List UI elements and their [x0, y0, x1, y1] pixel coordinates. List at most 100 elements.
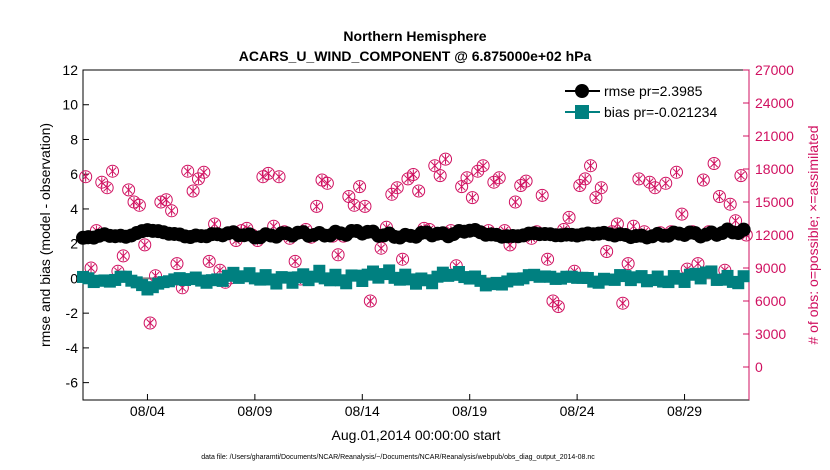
obs-possible-point: [181, 164, 195, 178]
obs-assimilated-point: [591, 192, 600, 203]
obs-assimilated-point: [81, 171, 90, 182]
obs-possible-point: [616, 296, 630, 310]
obs-assimilated-point: [672, 167, 681, 178]
obs-possible-point: [573, 179, 587, 192]
obs-possible-point: [79, 170, 93, 184]
obs-assimilated-point: [699, 175, 708, 185]
bias-point: [737, 270, 750, 283]
obs-assimilated-point: [366, 296, 375, 306]
obs-possible-point: [154, 195, 168, 209]
obs-possible-point: [707, 157, 721, 170]
obs-assimilated-point: [398, 254, 407, 265]
obs-possible-point: [433, 169, 447, 183]
y-tick-label: 0: [70, 270, 78, 286]
x-tick-label: 08/04: [130, 403, 165, 419]
obs-possible-point: [159, 193, 173, 207]
obs-assimilated-point: [355, 181, 364, 192]
obs-possible-point: [594, 181, 608, 195]
obs-possible-point: [170, 257, 184, 271]
obs-assimilated-point: [586, 160, 595, 171]
y-tick-label: 6: [70, 166, 78, 182]
x-axis: 08/04 08/09 08/14 08/19 08/24 08/29: [130, 394, 702, 419]
y2-tick-label: 15000: [755, 194, 794, 210]
obs-assimilated-point: [173, 258, 181, 269]
obs-assimilated-point: [430, 160, 439, 171]
obs-possible-point: [358, 199, 372, 213]
obs-assimilated-point: [162, 194, 171, 205]
x-tick-label: 08/14: [345, 403, 380, 419]
obs-assimilated-point: [441, 154, 450, 165]
obs-possible-point: [347, 198, 361, 212]
y-tick-label: -4: [66, 340, 79, 356]
obs-assimilated-point: [275, 171, 283, 182]
obs-assimilated-point: [538, 190, 547, 201]
y2-axis-label: # of obs: o=possible; ×=assimilated: [805, 125, 821, 344]
y-tick-label: 10: [62, 97, 78, 113]
obs-assimilated-point: [361, 201, 369, 212]
y2-tick-label: 24000: [755, 95, 794, 111]
legend-rmse-marker: [575, 84, 589, 98]
obs-assimilated-point: [468, 192, 477, 203]
obs-possible-point: [669, 165, 683, 179]
obs-assimilated-point: [613, 219, 622, 229]
obs-possible-point: [439, 152, 453, 166]
obs-assimilated-point: [479, 160, 488, 171]
y2-tick-label: 6000: [755, 293, 786, 309]
obs-possible-point: [476, 159, 490, 173]
obs-assimilated-point: [377, 243, 386, 254]
obs-assimilated-point: [344, 191, 353, 202]
obs-possible-point: [584, 159, 598, 173]
obs-possible-point: [465, 191, 479, 205]
obs-assimilated-point: [581, 173, 590, 184]
obs-possible-point: [492, 171, 506, 185]
obs-possible-point: [460, 171, 474, 185]
obs-possible-point: [675, 207, 689, 221]
obs-possible-point: [143, 316, 157, 330]
y-axis-label: rmse and bias (model - observation): [37, 123, 53, 347]
obs-possible-point: [122, 183, 136, 197]
obs-possible-point: [116, 249, 130, 263]
obs-assimilated-point: [291, 256, 300, 267]
y2-tick-label: 0: [755, 359, 763, 375]
y-tick-label: -2: [66, 305, 79, 321]
obs-assimilated-point: [618, 298, 627, 309]
obs-assimilated-point: [554, 301, 563, 312]
obs-possible-point: [508, 195, 522, 209]
y-tick-label: 8: [70, 131, 78, 147]
obs-assimilated-point: [710, 158, 719, 169]
obs-possible-point: [562, 210, 576, 224]
x-tick-label: 08/29: [667, 403, 702, 419]
legend-bias-label: bias pr=-0.021234: [604, 104, 717, 120]
obs-possible-point: [138, 238, 152, 252]
obs-assimilated-point: [634, 173, 643, 184]
obs-possible-point: [191, 172, 205, 186]
obs-assimilated-point: [135, 200, 144, 211]
obs-assimilated-point: [124, 184, 133, 195]
obs-possible-point: [406, 168, 420, 181]
obs-assimilated-point: [210, 219, 219, 229]
obs-possible-point: [288, 254, 302, 268]
x-tick-label: 08/09: [237, 403, 272, 419]
obs-assimilated-point: [409, 169, 418, 180]
obs-possible-point: [197, 165, 211, 179]
chart-subtitle: ACARS_U_WIND_COMPONENT @ 6.875000e+02 hP…: [239, 48, 592, 64]
obs-assimilated-point: [140, 239, 149, 250]
obs-possible-point: [272, 170, 286, 184]
y2-tick-label: 18000: [755, 161, 794, 177]
obs-assimilated-point: [726, 199, 735, 210]
obs-assimilated-point: [334, 249, 343, 260]
obs-possible-point: [589, 191, 603, 205]
y-tick-label: -6: [66, 375, 79, 391]
y-tick-label: 12: [62, 62, 78, 78]
obs-possible-point: [353, 180, 367, 194]
obs-possible-point: [412, 184, 426, 198]
obs-possible-point: [578, 172, 592, 186]
obs-assimilated-point: [489, 177, 498, 188]
obs-assimilated-point: [167, 205, 176, 216]
obs-assimilated-point: [119, 250, 128, 261]
chart-title: Northern Hemisphere: [343, 28, 486, 44]
obs-assimilated-point: [183, 166, 192, 177]
obs-possible-point: [385, 187, 399, 201]
x-tick-label: 08/24: [560, 403, 595, 419]
